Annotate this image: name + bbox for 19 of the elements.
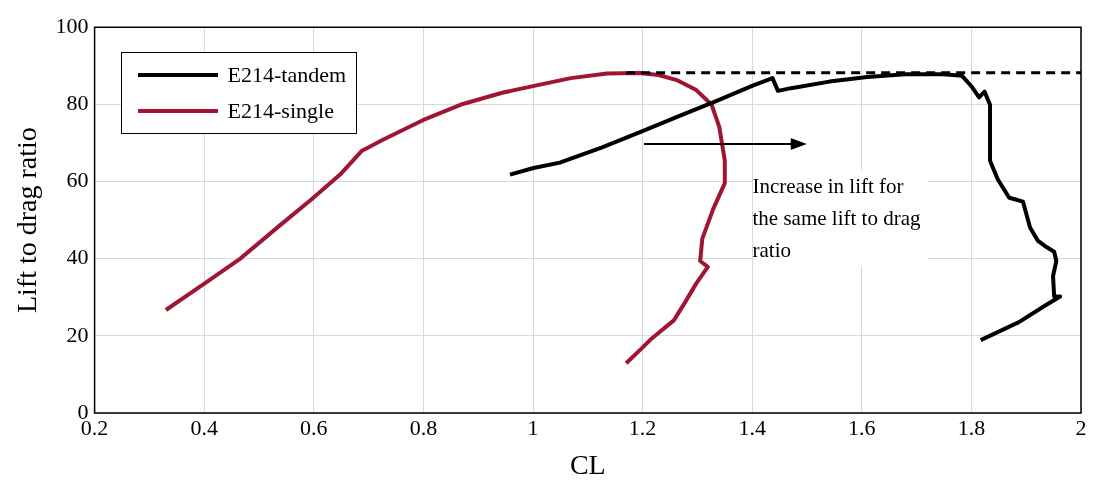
x-tick-label: 1.6 — [848, 414, 876, 440]
y-tick-label: 40 — [66, 244, 89, 270]
legend-label: E214-tandem — [227, 62, 347, 89]
legend-label: E214-single — [227, 98, 334, 125]
y-tick-label: 60 — [66, 167, 89, 193]
x-tick-label: 2 — [1075, 414, 1087, 440]
x-tick-label: 1.8 — [957, 414, 986, 440]
y-axis-title: Lift to drag ratio — [11, 127, 43, 314]
y-tick-label: 20 — [66, 321, 89, 347]
x-tick-label: 1 — [527, 414, 539, 440]
x-tick-label: 1.2 — [628, 414, 657, 440]
x-axis-title: CL — [569, 448, 606, 480]
y-tick-label: 100 — [55, 12, 89, 38]
x-tick-label: 0.4 — [190, 414, 218, 440]
annotation: Increase in lift for the same lift to drag ratio — [752, 169, 928, 266]
x-tick-label: 0.8 — [409, 414, 438, 440]
x-tick-label: 1.4 — [738, 414, 766, 440]
x-tick-label: 0.6 — [300, 414, 328, 440]
y-tick-label: 80 — [66, 90, 89, 116]
